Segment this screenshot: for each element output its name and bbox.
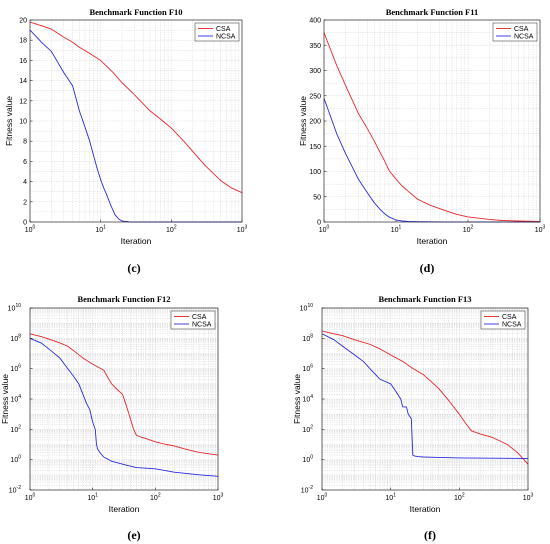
series-line-ncsa bbox=[29, 29, 242, 223]
y-tick-label: 100 bbox=[302, 455, 313, 465]
x-tick-label: 100 bbox=[319, 225, 330, 235]
x-tick-label: 100 bbox=[25, 493, 36, 503]
x-tick-label: 103 bbox=[523, 493, 534, 503]
y-tick-label: 400 bbox=[309, 18, 321, 25]
grid bbox=[30, 308, 218, 490]
x-axis-label: Iteration bbox=[410, 504, 441, 514]
panel-caption: (c) bbox=[127, 261, 140, 275]
y-tick-label: 20 bbox=[19, 18, 27, 25]
chart-title: Benchmark Function F12 bbox=[77, 294, 170, 304]
y-tick-label: 100 bbox=[10, 455, 21, 465]
x-tick-label: 100 bbox=[317, 493, 328, 503]
y-tick-label: 1010 bbox=[8, 303, 22, 313]
y-tick-label: 4 bbox=[23, 179, 27, 186]
x-tick-label: 103 bbox=[237, 225, 248, 235]
y-tick-label: 106 bbox=[302, 364, 313, 374]
panel-f13: 100 101 102 103 10-2 100 102 104 106 108 1010 Bench… bbox=[292, 294, 534, 542]
series-line-ncsa bbox=[321, 333, 529, 459]
y-tick-label: 0 bbox=[317, 220, 321, 227]
x-tick-label: 102 bbox=[463, 225, 474, 235]
series-line-csa bbox=[323, 32, 541, 222]
x-tick-label: 101 bbox=[87, 493, 98, 503]
x-tick-label: 102 bbox=[150, 493, 161, 503]
series-line-ncsa bbox=[29, 337, 219, 477]
legend-box bbox=[492, 22, 538, 42]
x-tick-label: 103 bbox=[213, 493, 224, 503]
y-tick-label: 106 bbox=[10, 364, 21, 374]
legend-box bbox=[480, 310, 526, 330]
panel-f10: 100 101 102 103 0 2 4 6 8 10 12 14 16 18 20 Benchmark F… bbox=[4, 7, 248, 275]
y-tick-label: 102 bbox=[10, 424, 21, 434]
y-axis-label: Fitness value bbox=[298, 96, 308, 146]
x-tick-label: 102 bbox=[454, 493, 465, 503]
y-tick-label: 200 bbox=[309, 119, 321, 126]
x-tick-label: 102 bbox=[166, 225, 177, 235]
x-axis-label: Iteration bbox=[417, 236, 448, 246]
y-tick-label: 150 bbox=[309, 144, 321, 151]
panel-f12: 100 101 102 103 10-2 100 102 104 106 108 1010 Bench… bbox=[0, 294, 224, 542]
series-line-csa bbox=[29, 333, 219, 456]
legend-label-csa: CSA bbox=[216, 26, 231, 33]
y-tick-label: 6 bbox=[23, 159, 27, 166]
series-line-csa bbox=[29, 21, 243, 194]
x-tick-label: 103 bbox=[535, 225, 546, 235]
x-tick-label: 101 bbox=[385, 493, 396, 503]
chart-title: Benchmark Function F10 bbox=[89, 7, 182, 17]
legend-label-ncsa: NCSA bbox=[216, 33, 236, 40]
y-tick-label: 100 bbox=[309, 169, 321, 176]
y-tick-label: 10-2 bbox=[9, 485, 21, 495]
y-tick-label: 10 bbox=[19, 119, 27, 126]
y-tick-label: 0 bbox=[23, 220, 27, 227]
y-tick-label: 1010 bbox=[300, 303, 314, 313]
legend-label-ncsa: NCSA bbox=[514, 33, 534, 40]
panel-f11: 100 101 102 103 0 50 100 150 200 250 300 350 400 Benc… bbox=[298, 7, 546, 275]
y-axis-label: Fitness value bbox=[4, 96, 14, 146]
x-tick-label: 101 bbox=[95, 225, 106, 235]
x-axis-label: Iteration bbox=[121, 236, 152, 246]
legend-label-csa: CSA bbox=[514, 26, 529, 33]
y-axis-label: Fitness value bbox=[292, 374, 302, 424]
y-tick-label: 18 bbox=[19, 38, 27, 45]
chart-title: Benchmark Function F13 bbox=[378, 294, 471, 304]
y-tick-label: 50 bbox=[313, 194, 321, 201]
y-tick-label: 102 bbox=[302, 424, 313, 434]
y-tick-label: 10-2 bbox=[301, 485, 313, 495]
y-tick-label: 2 bbox=[23, 199, 27, 206]
x-axis-label: Iteration bbox=[109, 504, 140, 514]
y-axis-label: Fitness value bbox=[0, 374, 10, 424]
legend-label-csa: CSA bbox=[192, 314, 207, 321]
legend-box bbox=[194, 22, 240, 42]
x-tick-label: 101 bbox=[391, 225, 402, 235]
panel-caption: (e) bbox=[127, 528, 140, 542]
grid bbox=[322, 308, 528, 490]
y-tick-label: 300 bbox=[309, 68, 321, 75]
y-tick-label: 250 bbox=[309, 93, 321, 100]
y-tick-label: 350 bbox=[309, 43, 321, 50]
legend-label-csa: CSA bbox=[502, 314, 517, 321]
chart-title: Benchmark Function F11 bbox=[386, 7, 479, 17]
y-tick-label: 108 bbox=[302, 333, 313, 343]
y-tick-label: 12 bbox=[19, 98, 27, 105]
y-tick-label: 104 bbox=[10, 394, 21, 404]
grid bbox=[30, 20, 242, 222]
y-tick-label: 8 bbox=[23, 139, 27, 146]
plot-area bbox=[322, 308, 528, 490]
y-tick-label: 16 bbox=[19, 58, 27, 65]
panel-caption: (f) bbox=[424, 528, 436, 542]
y-tick-label: 104 bbox=[302, 394, 313, 404]
legend-label-ncsa: NCSA bbox=[192, 321, 212, 328]
x-tick-label: 100 bbox=[25, 225, 36, 235]
series-line-csa bbox=[321, 330, 529, 465]
y-tick-label: 14 bbox=[19, 78, 27, 85]
legend-box bbox=[170, 310, 216, 330]
y-tick-label: 108 bbox=[10, 333, 21, 343]
panel-caption: (d) bbox=[420, 261, 435, 275]
legend-label-ncsa: NCSA bbox=[502, 321, 522, 328]
